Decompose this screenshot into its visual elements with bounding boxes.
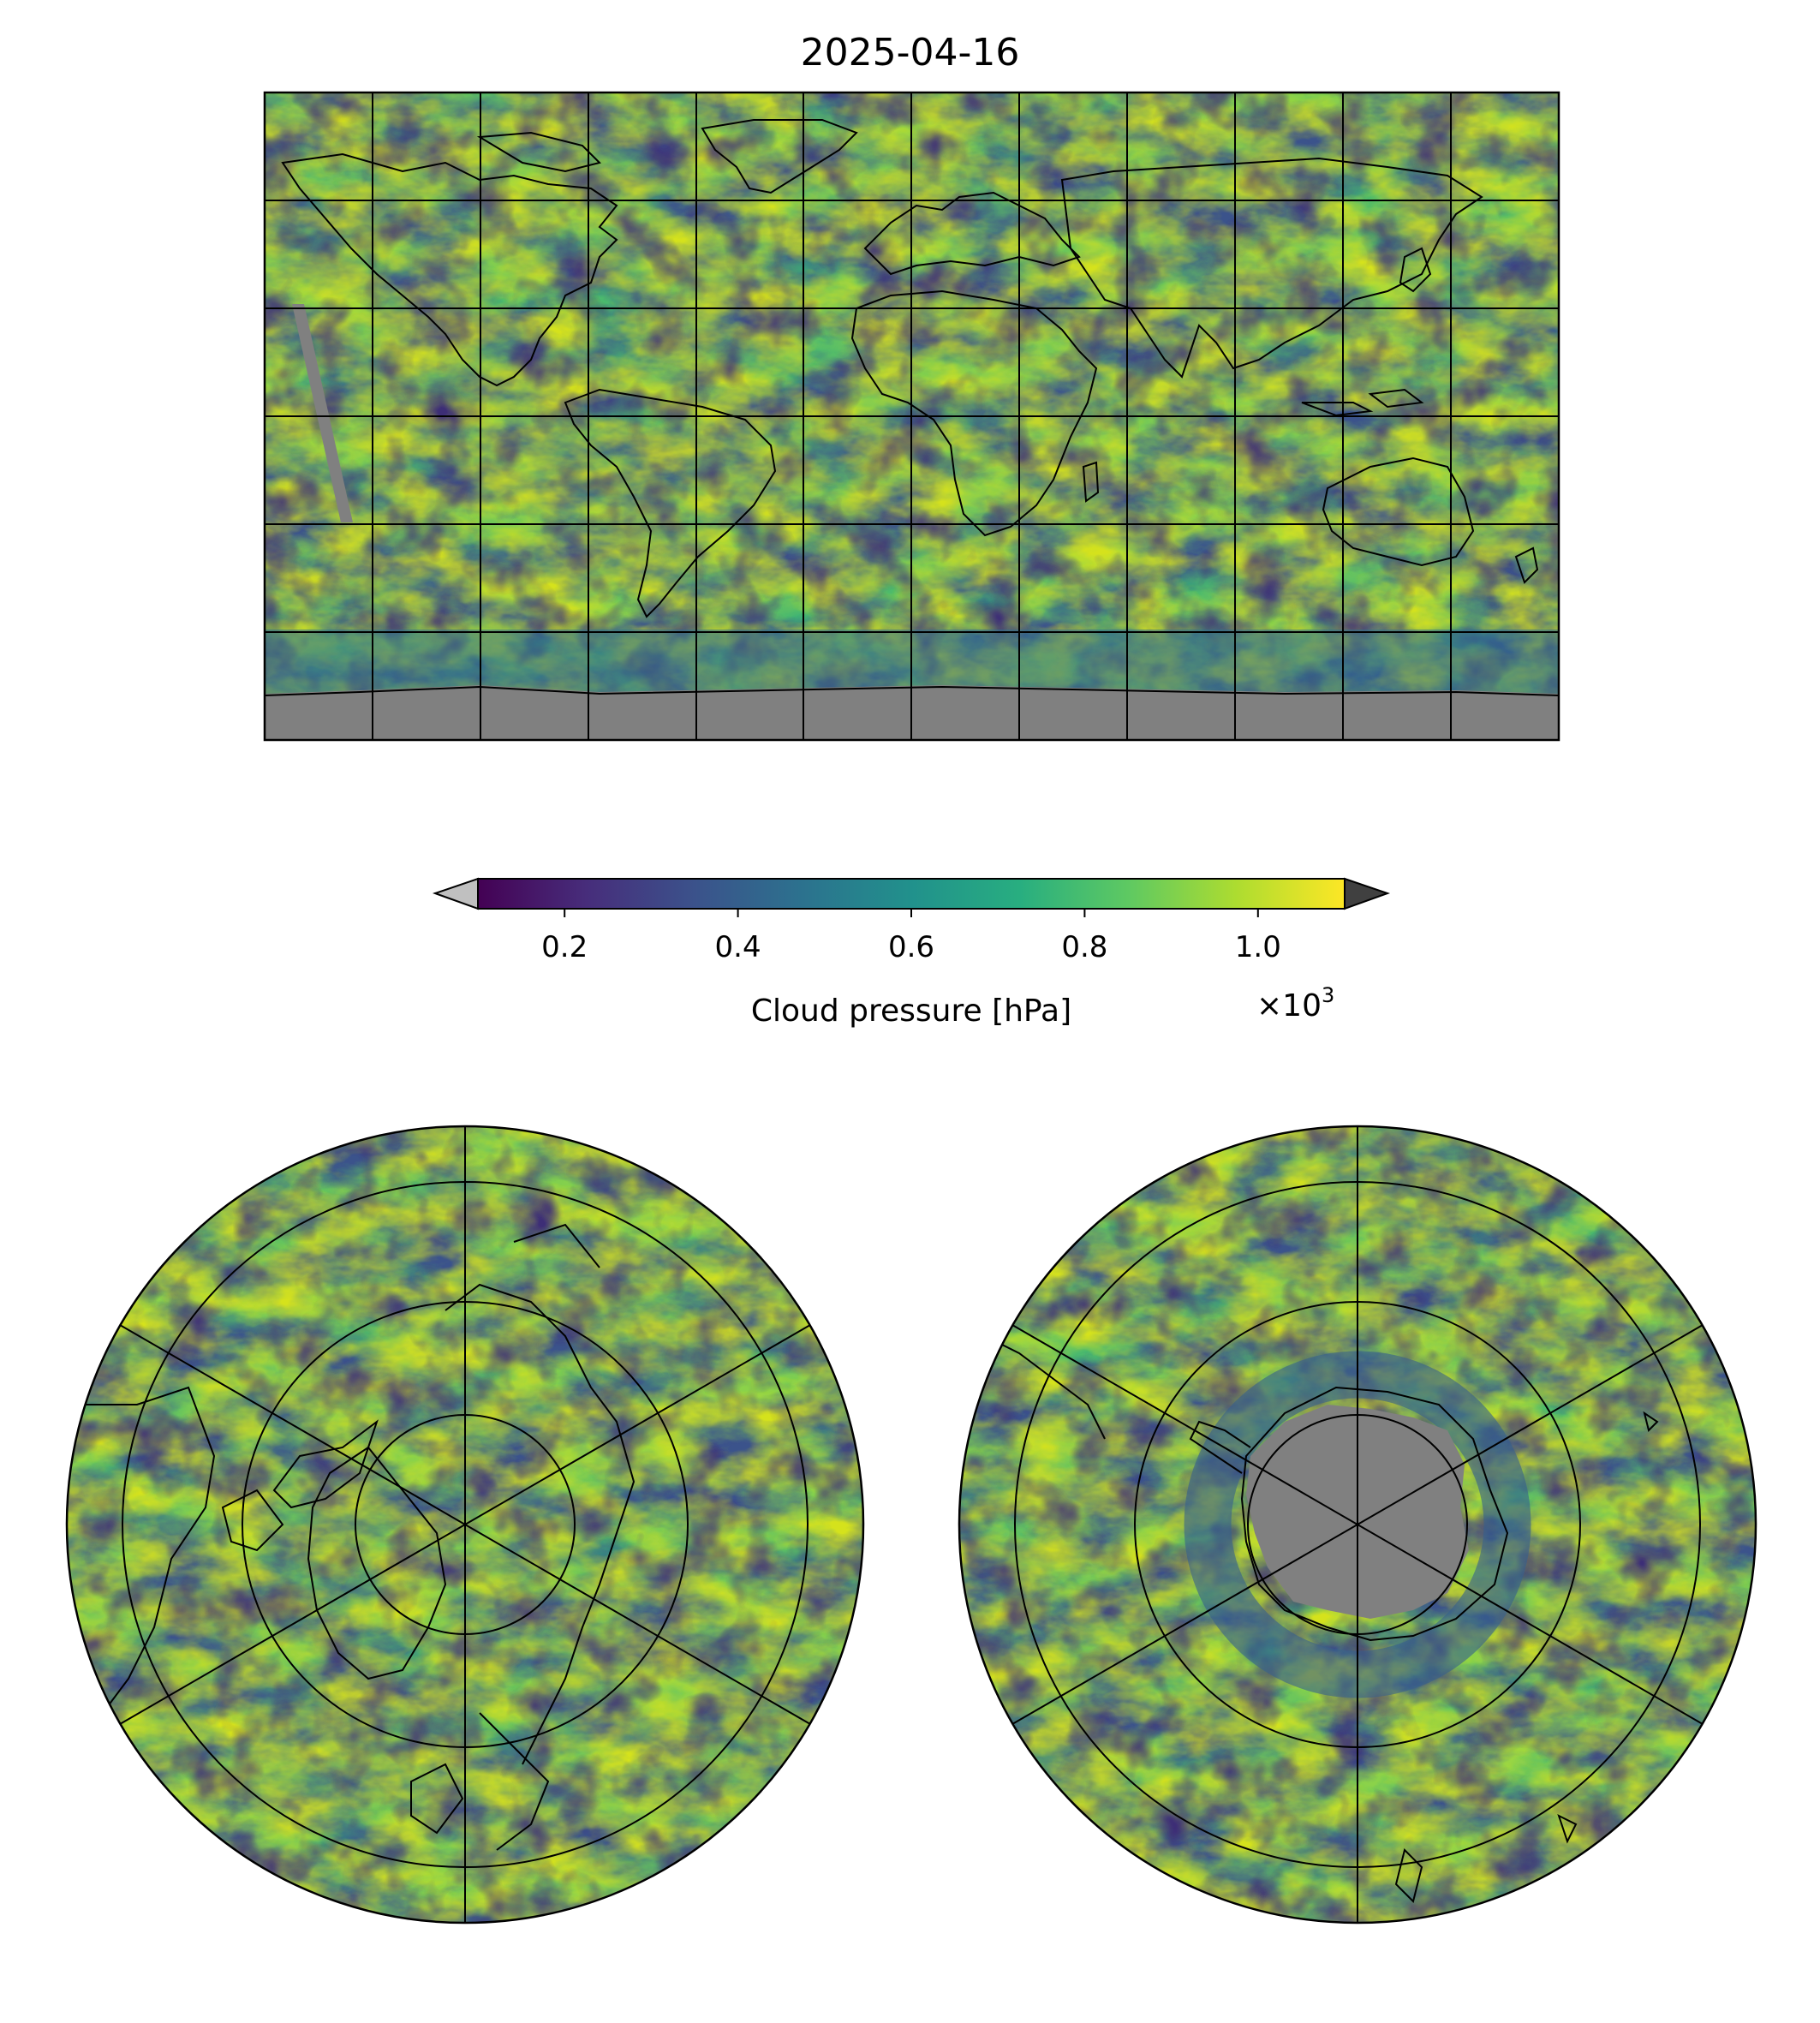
north-polar-map <box>65 1125 865 1925</box>
north-gridlines <box>119 1126 811 1923</box>
colorbar-ticks: 0.2 0.4 0.6 0.8 1.0 <box>541 909 1281 964</box>
colorbar-label: Cloud pressure [hPa] <box>751 994 1071 1029</box>
colorbar-tick-label: 0.6 <box>888 930 934 964</box>
south-gridlines <box>1011 1126 1704 1923</box>
colorbar-tick-label: 1.0 <box>1235 930 1281 964</box>
figure-title: 2025-04-16 <box>800 31 1020 75</box>
gridlines <box>265 92 1559 740</box>
north-coastlines <box>86 1223 636 1851</box>
colorbar-under-extension <box>432 877 479 910</box>
colorbar-multiplier: ×103 <box>1256 983 1334 1023</box>
colorbar: 0.2 0.4 0.6 0.8 1.0 Cloud pressure [hPa] ×10… <box>432 877 1391 1029</box>
colorbar-tick-label: 0.4 <box>715 930 761 964</box>
south-polar-map <box>958 1125 1757 1925</box>
colorbar-over-extension <box>1344 877 1391 910</box>
colorbar-tick-label: 0.2 <box>541 930 588 964</box>
south-polar-frame <box>958 1125 1757 1925</box>
colorbar-tick-label: 0.8 <box>1061 930 1107 964</box>
no-data-swath <box>292 304 353 522</box>
global-map-frame <box>263 91 1560 742</box>
north-polar-frame <box>65 1125 865 1925</box>
global-map <box>263 91 1560 742</box>
coastlines <box>265 119 1559 696</box>
colorbar-gradient <box>478 879 1345 909</box>
